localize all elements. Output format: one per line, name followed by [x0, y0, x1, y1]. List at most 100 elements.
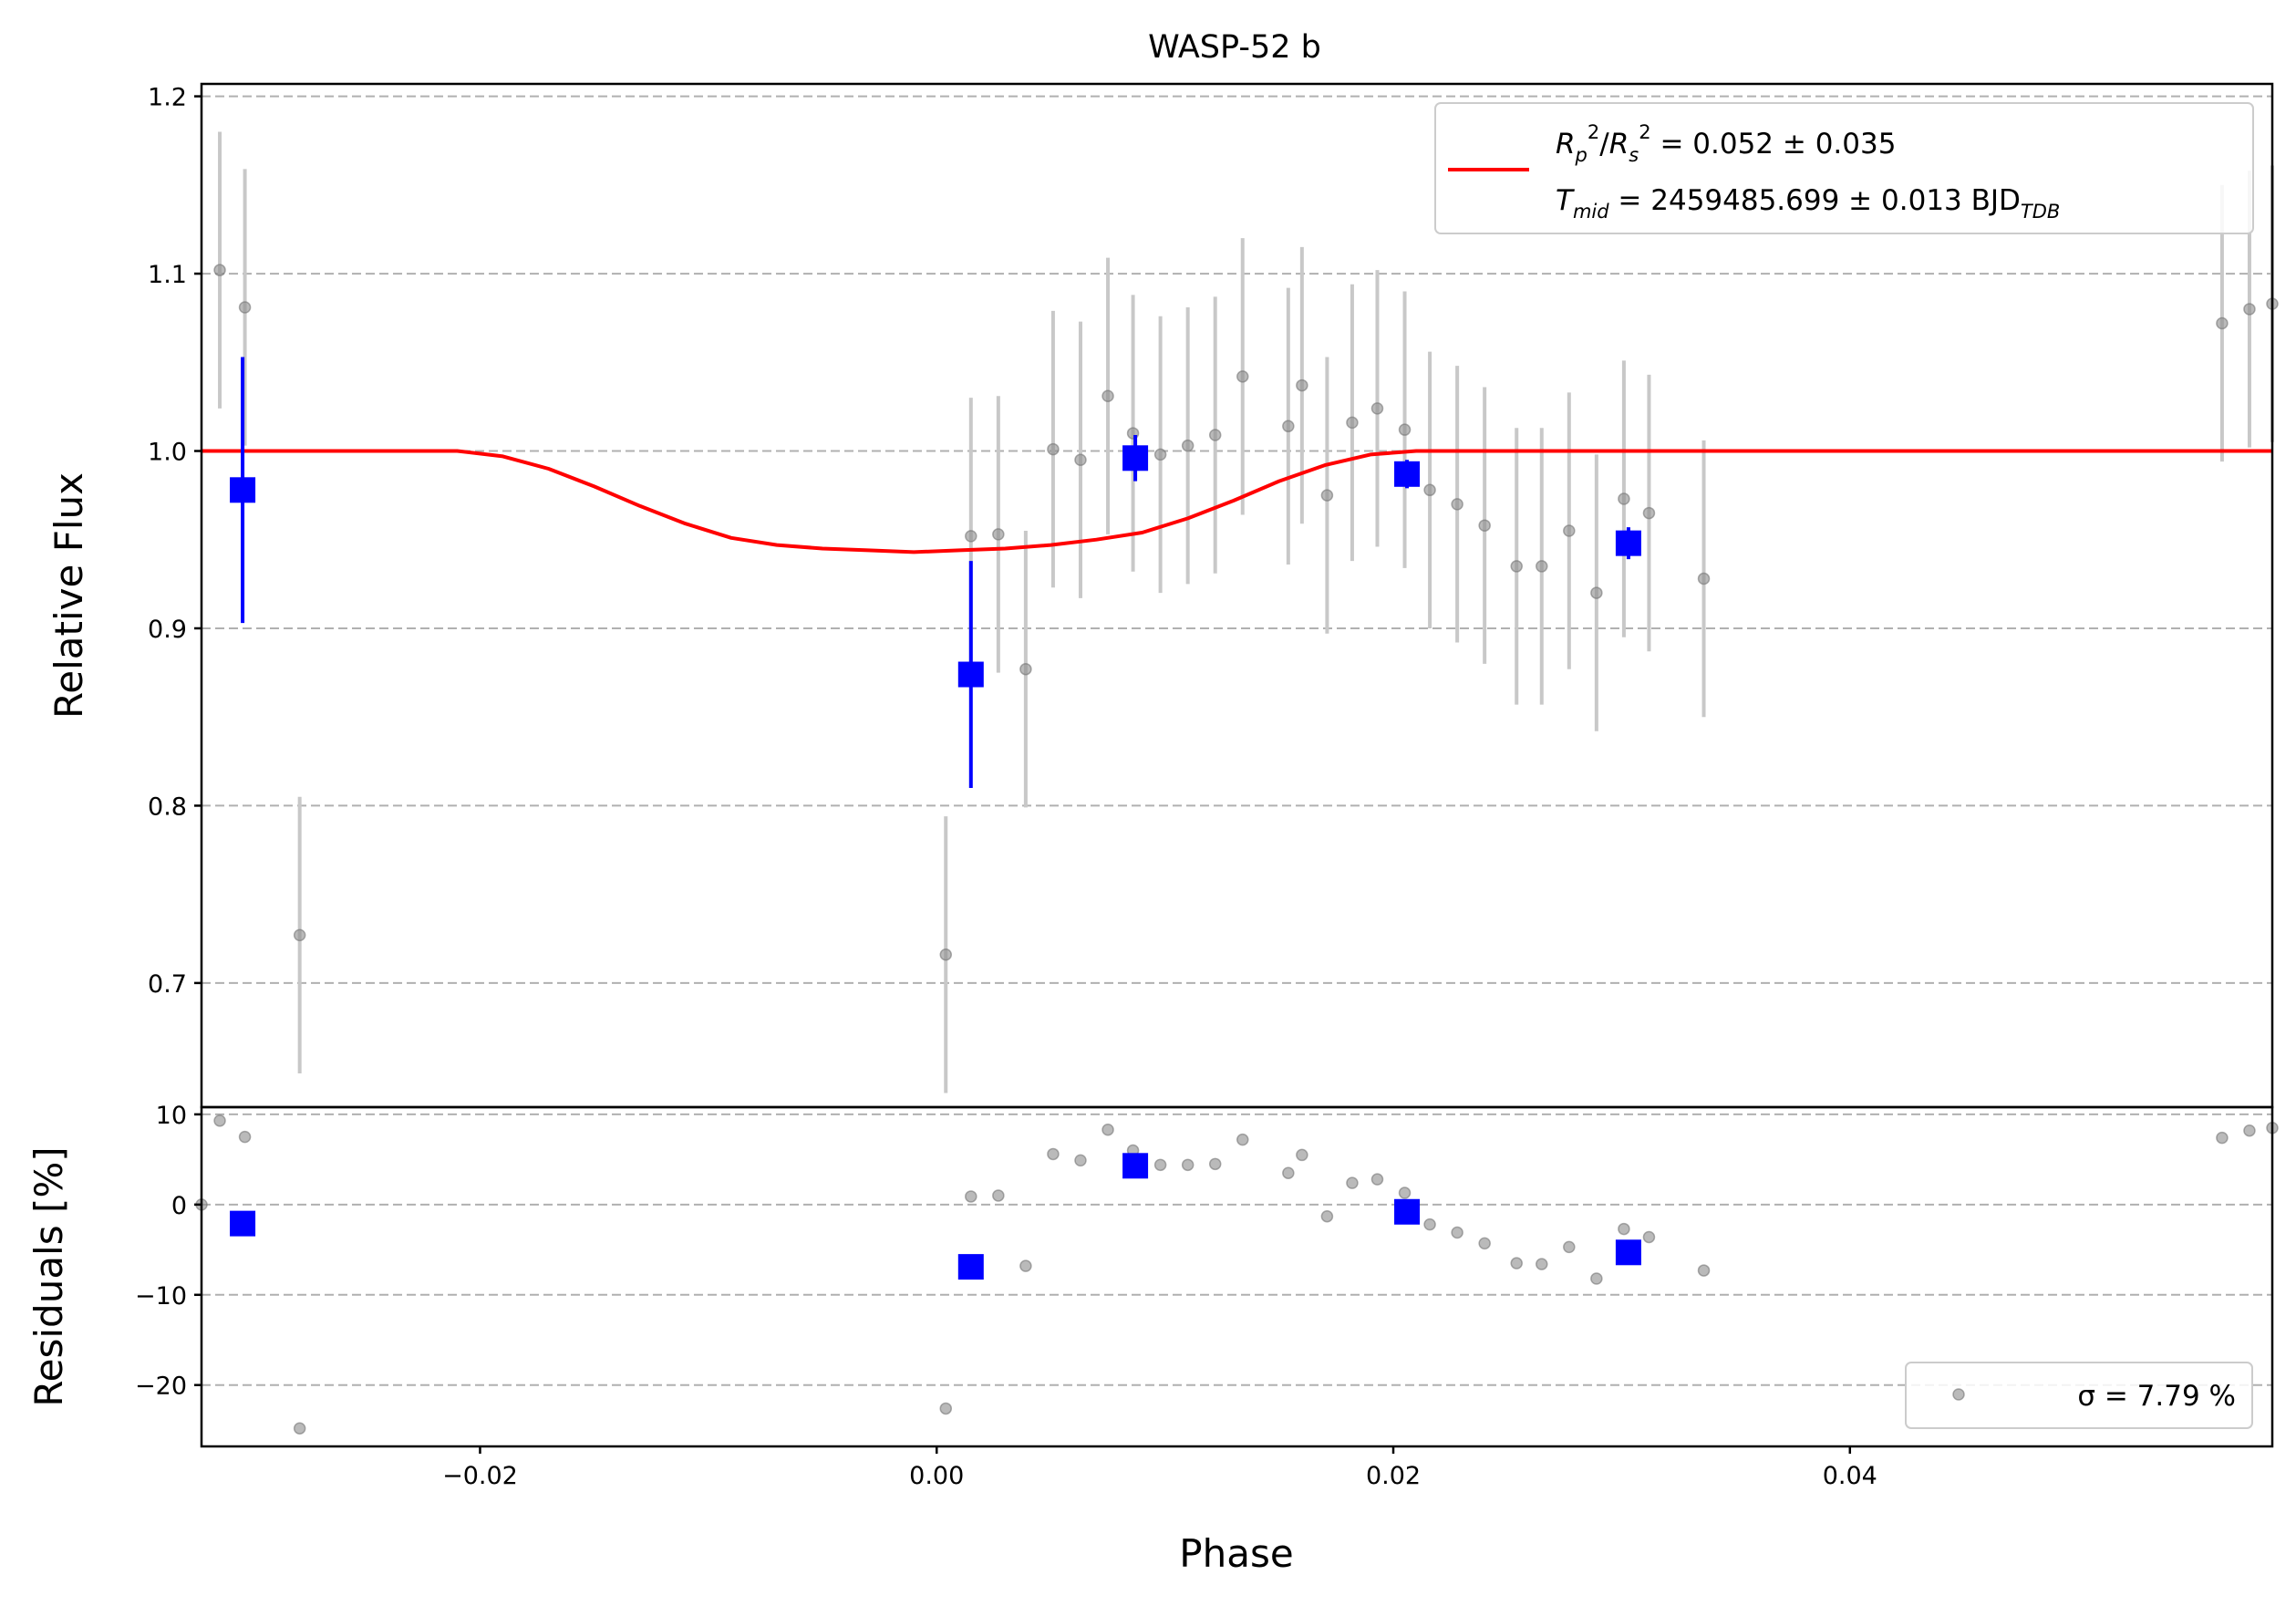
flux-raw-point [1697, 572, 1711, 585]
flux-raw-point [1590, 586, 1603, 599]
flux-raw-point [213, 264, 226, 276]
residuals-binned-points [230, 1153, 1641, 1280]
flux-raw-point [1019, 662, 1032, 676]
flux-legend-box [1434, 102, 2254, 234]
flux-raw-point [992, 528, 1005, 541]
residuals-y-axis-label: Residuals [%] [26, 1146, 71, 1406]
residuals-raw-point [2243, 1124, 2256, 1137]
flux-binned-point [957, 661, 984, 688]
flux-y-axis-label: Relative Flux [47, 472, 91, 719]
flux-raw-point [238, 301, 252, 314]
flux-raw-point [1208, 429, 1222, 441]
flux-binned-point [1615, 530, 1641, 556]
residuals-legend-box [1905, 1362, 2253, 1429]
flux-raw-point [2243, 303, 2256, 316]
legend-tmid-label: Tmid = 2459485.699 ± 0.013 BJDTDB [1556, 184, 2060, 223]
residuals-raw-point [1236, 1133, 1249, 1146]
flux-raw-point [1618, 492, 1630, 505]
residuals-legend: σ = 7.79 % [1905, 1362, 2253, 1429]
x-tick-label: 0.02 [1366, 1462, 1421, 1490]
residuals-raw-point [1510, 1257, 1523, 1269]
residuals-raw-point [1563, 1240, 1576, 1254]
residuals-raw-point [1047, 1147, 1060, 1161]
flux-y-tick-label: 0.8 [148, 793, 187, 821]
flux-binned-point [1122, 445, 1149, 471]
flux-raw-point [1047, 442, 1060, 456]
residuals-raw-point [1697, 1264, 1711, 1277]
legend-model-label: Rp2/Rs2 = 0.052 ± 0.035 [1556, 121, 1896, 166]
flux-raw-point [2216, 316, 2229, 330]
flux-raw-point [1153, 448, 1167, 461]
flux-raw-point [1563, 524, 1576, 537]
flux-raw-point [1370, 402, 1384, 415]
flux-raw-point [1423, 483, 1436, 497]
flux-raw-point [1642, 506, 1656, 520]
residuals-raw-point [1536, 1258, 1548, 1270]
flux-binned-point [230, 477, 256, 503]
residuals-raw-point [1398, 1186, 1412, 1199]
x-axis-label: Phase [1179, 1531, 1293, 1576]
x-tick-label: −0.02 [442, 1462, 518, 1490]
residuals-raw-point [1296, 1148, 1308, 1162]
flux-y-ticks: 0.7 0.8 0.9 1.0 1.1 1.2 [148, 84, 202, 999]
flux-raw-point [1510, 560, 1523, 573]
residuals-y-ticks: −20 −10 0 10 [135, 1102, 202, 1401]
x-tick-label: 0.04 [1823, 1462, 1877, 1490]
flux-panel: 0.7 0.8 0.9 1.0 1.1 1.2 Relative Flux Rp2/Rs2… [47, 82, 2279, 1109]
chart-title: WASP-52 b [1148, 29, 1321, 66]
residuals-y-tick-label: −20 [135, 1373, 187, 1401]
residuals-raw-point [1153, 1158, 1167, 1172]
flux-binned-points [230, 445, 1641, 688]
residuals-raw-point [965, 1190, 977, 1203]
residuals-raw-point [1101, 1123, 1114, 1136]
residuals-raw-point [1590, 1272, 1603, 1285]
flux-raw-point [1346, 416, 1359, 430]
legend-sigma-label: σ = 7.79 % [2077, 1380, 2236, 1413]
flux-raw-point [1236, 370, 1249, 383]
flux-legend: Rp2/Rs2 = 0.052 ± 0.035 Tmid = 2459485.6… [1434, 102, 2254, 234]
residuals-y-tick-label: 10 [156, 1102, 187, 1130]
flux-binned-point [1394, 461, 1421, 487]
residuals-raw-point [1423, 1217, 1436, 1231]
residuals-y-tick-label: −10 [135, 1282, 187, 1311]
flux-raw-points [213, 264, 2279, 961]
flux-raw-point [965, 530, 977, 543]
flux-raw-point [939, 948, 953, 961]
residuals-y-tick-label: 0 [171, 1192, 187, 1220]
flux-y-tick-label: 1.1 [148, 261, 187, 289]
flux-raw-point [1101, 389, 1114, 402]
flux-raw-point [1074, 453, 1087, 466]
transit-model-line [202, 449, 2272, 554]
residuals-binned-point [1394, 1198, 1421, 1225]
flux-raw-point [1478, 519, 1491, 532]
residuals-raw-point [1181, 1158, 1195, 1172]
residuals-raw-point [293, 1422, 306, 1435]
legend-sigma-marker [1952, 1388, 1965, 1401]
residuals-raw-point [2216, 1131, 2229, 1145]
residuals-x-ticks: −0.02 0.00 0.02 0.04 [442, 1446, 1877, 1490]
residuals-binned-point [230, 1210, 256, 1237]
residuals-raw-point [1478, 1237, 1491, 1250]
residuals-raw-point [1370, 1173, 1384, 1186]
residuals-binned-point [1122, 1153, 1149, 1179]
residuals-panel: −20 −10 0 10 −0.02 0.00 0.02 0.04 Residuals [%… [26, 1102, 2279, 1576]
flux-raw-point [1451, 498, 1463, 511]
x-tick-label: 0.00 [909, 1462, 964, 1490]
residuals-raw-point [213, 1114, 226, 1127]
residuals-raw-point [992, 1189, 1005, 1202]
flux-raw-point [1296, 378, 1308, 392]
flux-raw-point [1181, 439, 1195, 452]
flux-y-tick-label: 0.9 [148, 616, 187, 644]
residuals-binned-point [1615, 1239, 1641, 1266]
flux-y-tick-label: 1.0 [148, 439, 187, 467]
residuals-raw-point [1320, 1209, 1334, 1223]
flux-y-tick-label: 0.7 [148, 970, 187, 999]
residuals-raw-point [1346, 1176, 1359, 1189]
flux-raw-point [293, 928, 306, 942]
flux-raw-point [1282, 420, 1295, 433]
flux-raw-point [1398, 423, 1412, 436]
residuals-raw-point [1208, 1157, 1222, 1171]
residuals-raw-point [1282, 1166, 1295, 1179]
